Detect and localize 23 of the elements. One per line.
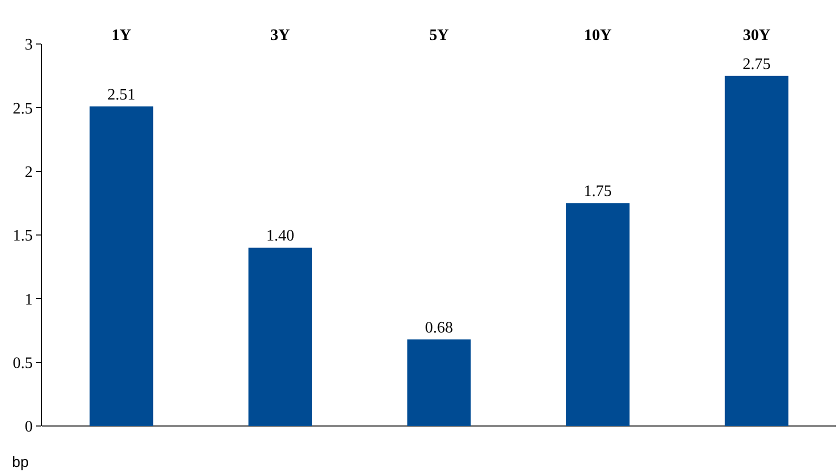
bar xyxy=(248,248,312,426)
y-tick-label: 2.5 xyxy=(12,100,33,118)
x-tick-label: 1Y xyxy=(112,26,132,44)
data-label: 2.75 xyxy=(742,56,771,73)
y-tick-label: 1 xyxy=(24,291,33,308)
bar xyxy=(724,76,788,426)
data-label: 0.68 xyxy=(425,319,453,336)
y-tick-label: 1.5 xyxy=(12,228,33,245)
x-tick-label: 5Y xyxy=(429,26,450,44)
data-label: 1.75 xyxy=(584,183,612,200)
x-tick-label: 3Y xyxy=(270,26,290,44)
bar xyxy=(407,339,471,426)
x-tick-label: 10Y xyxy=(584,26,612,44)
y-tick-label: 0 xyxy=(24,418,33,436)
bar xyxy=(90,106,154,426)
y-tick-label: 2 xyxy=(24,164,33,181)
x-tick-label: 30Y xyxy=(742,26,771,44)
data-label: 1.40 xyxy=(266,228,294,245)
y-tick-label: 3 xyxy=(24,36,33,54)
y-tick-label: 0.5 xyxy=(12,354,33,372)
y-axis-title: bp xyxy=(12,454,29,471)
data-label: 2.51 xyxy=(107,86,136,104)
bar xyxy=(566,203,630,426)
